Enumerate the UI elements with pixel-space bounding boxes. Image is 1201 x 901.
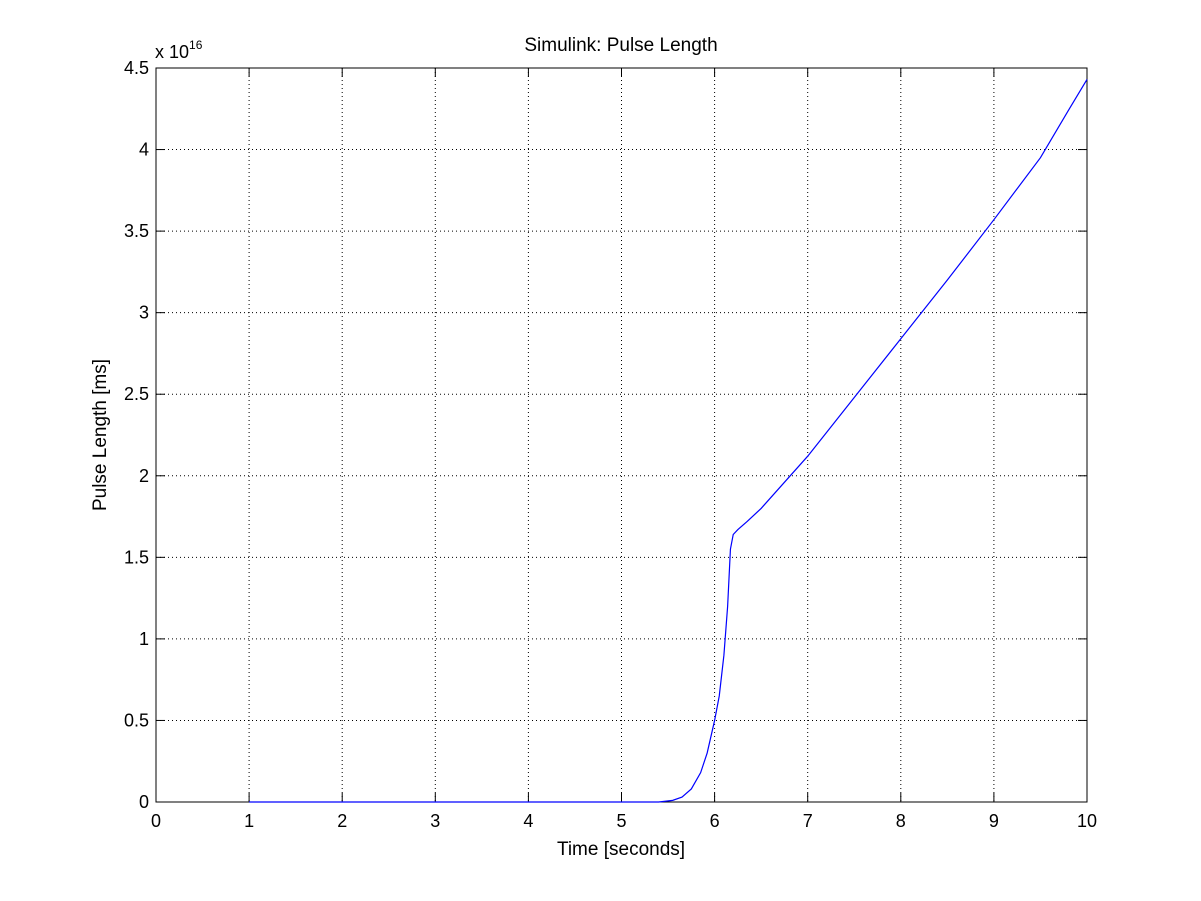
y-multiplier-base: x 10 — [155, 42, 189, 62]
y-axis-title: Pulse Length [ms] — [90, 359, 111, 511]
y-tick-label: 4.5 — [124, 58, 149, 78]
x-tick-label: 5 — [616, 811, 626, 831]
x-tick-label: 1 — [244, 811, 254, 831]
y-tick-label: 3 — [139, 303, 149, 323]
y-tick-label: 1 — [139, 629, 149, 649]
y-tick-label: 0.5 — [124, 710, 149, 730]
x-tick-label: 2 — [337, 811, 347, 831]
y-tick-label: 3.5 — [124, 221, 149, 241]
x-tick-label: 7 — [803, 811, 813, 831]
y-multiplier-label: x 1016 — [155, 38, 203, 62]
y-tick-label: 1.5 — [124, 547, 149, 567]
y-multiplier-exponent: 16 — [189, 38, 203, 52]
x-tick-label: 0 — [151, 811, 161, 831]
y-tick-label: 4 — [139, 140, 149, 160]
y-tick-label: 2 — [139, 466, 149, 486]
x-tick-label: 9 — [989, 811, 999, 831]
y-tick-labels: 0 0.5 1 1.5 2 2.5 3 3.5 4 4.5 — [124, 58, 149, 812]
x-tick-label: 8 — [896, 811, 906, 831]
x-axis-title: Time [seconds] — [557, 839, 685, 860]
tick-marks — [155, 67, 1088, 803]
chart-title: Simulink: Pulse Length — [524, 35, 717, 56]
x-tick-label: 10 — [1077, 811, 1097, 831]
x-tick-label: 3 — [430, 811, 440, 831]
plot-area — [156, 68, 1087, 802]
y-tick-label: 0 — [139, 792, 149, 812]
x-tick-label: 6 — [710, 811, 720, 831]
y-tick-label: 2.5 — [124, 384, 149, 404]
pulse-length-line — [249, 79, 1088, 803]
x-tick-label: 4 — [523, 811, 533, 831]
x-tick-labels: 0 1 2 3 4 5 6 7 8 9 10 — [151, 811, 1097, 831]
